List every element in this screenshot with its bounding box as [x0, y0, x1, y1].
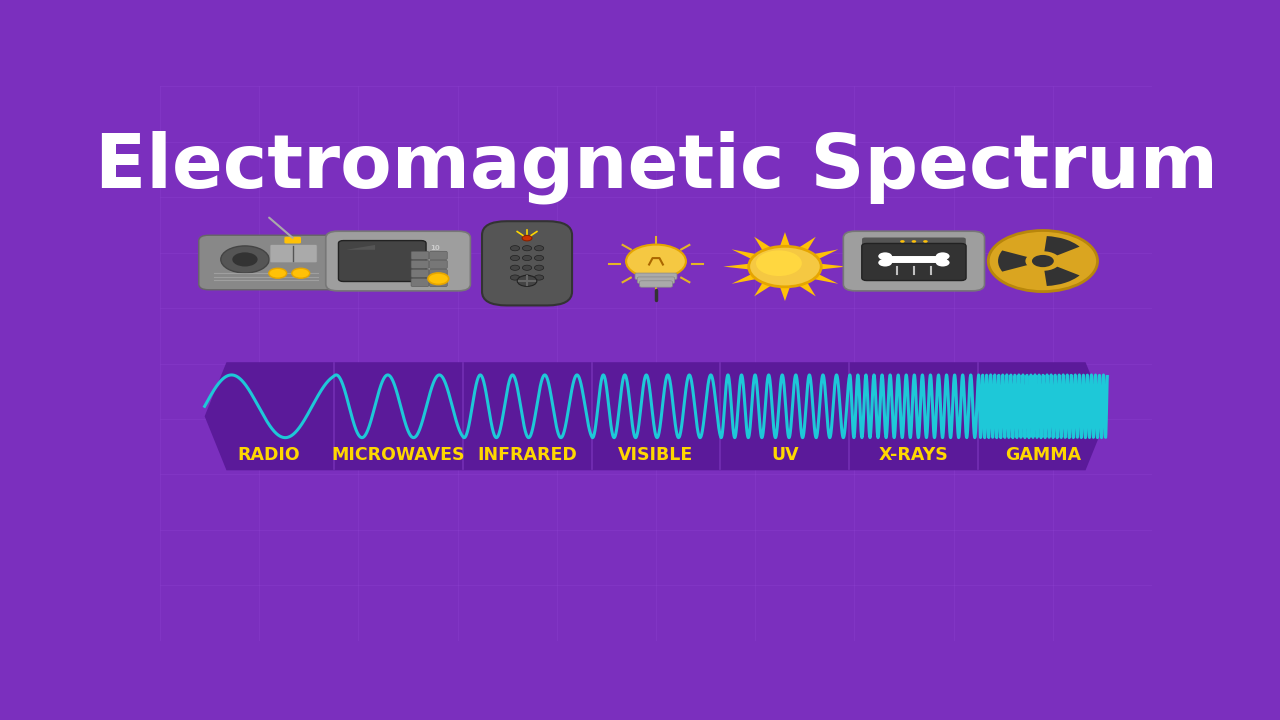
FancyBboxPatch shape — [411, 260, 429, 269]
FancyBboxPatch shape — [844, 231, 984, 291]
Text: VISIBLE: VISIBLE — [618, 446, 694, 464]
Circle shape — [522, 256, 531, 261]
Polygon shape — [799, 237, 815, 251]
Circle shape — [511, 256, 520, 261]
FancyBboxPatch shape — [270, 245, 317, 263]
FancyBboxPatch shape — [284, 237, 301, 243]
FancyBboxPatch shape — [411, 251, 429, 260]
Text: Electromagnetic Spectrum: Electromagnetic Spectrum — [95, 130, 1217, 204]
Circle shape — [1025, 251, 1060, 271]
Circle shape — [511, 275, 520, 280]
Circle shape — [535, 265, 544, 270]
FancyBboxPatch shape — [430, 269, 447, 278]
Circle shape — [522, 265, 531, 270]
Wedge shape — [1043, 261, 1079, 286]
Text: GAMMA: GAMMA — [1005, 446, 1080, 464]
Circle shape — [428, 273, 449, 284]
FancyBboxPatch shape — [198, 235, 339, 289]
Circle shape — [232, 252, 257, 266]
Text: RADIO: RADIO — [238, 446, 301, 464]
Text: 10: 10 — [430, 245, 440, 251]
Polygon shape — [780, 287, 790, 301]
Polygon shape — [205, 362, 1107, 470]
FancyBboxPatch shape — [635, 273, 677, 279]
FancyBboxPatch shape — [326, 231, 470, 291]
Text: INFRARED: INFRARED — [477, 446, 577, 464]
FancyBboxPatch shape — [640, 281, 672, 287]
Circle shape — [535, 256, 544, 261]
Circle shape — [269, 269, 287, 278]
Circle shape — [749, 246, 822, 287]
Polygon shape — [732, 274, 756, 284]
FancyBboxPatch shape — [430, 278, 447, 287]
FancyBboxPatch shape — [430, 251, 447, 260]
Circle shape — [535, 246, 544, 251]
FancyBboxPatch shape — [411, 269, 429, 278]
FancyBboxPatch shape — [411, 278, 429, 287]
Circle shape — [511, 246, 520, 251]
Circle shape — [878, 258, 892, 266]
Circle shape — [936, 258, 950, 266]
Wedge shape — [1043, 236, 1079, 261]
Circle shape — [878, 252, 892, 260]
Circle shape — [511, 265, 520, 270]
Circle shape — [522, 246, 531, 251]
Polygon shape — [780, 232, 790, 246]
Polygon shape — [723, 264, 749, 269]
Polygon shape — [732, 249, 756, 259]
Circle shape — [535, 275, 544, 280]
Circle shape — [900, 240, 905, 243]
Circle shape — [626, 245, 686, 278]
Circle shape — [220, 246, 269, 273]
Polygon shape — [754, 282, 772, 297]
Polygon shape — [347, 245, 375, 250]
Text: UV: UV — [771, 446, 799, 464]
FancyBboxPatch shape — [338, 240, 426, 282]
Circle shape — [517, 275, 536, 287]
Circle shape — [936, 252, 950, 260]
Circle shape — [923, 240, 928, 243]
FancyBboxPatch shape — [861, 238, 966, 246]
Wedge shape — [998, 251, 1043, 271]
FancyBboxPatch shape — [483, 221, 572, 305]
Circle shape — [522, 235, 532, 241]
Text: X-RAYS: X-RAYS — [879, 446, 948, 464]
FancyBboxPatch shape — [637, 277, 675, 284]
Circle shape — [1032, 255, 1053, 267]
Circle shape — [292, 269, 310, 278]
FancyBboxPatch shape — [430, 260, 447, 269]
Circle shape — [988, 230, 1097, 292]
Circle shape — [911, 240, 916, 243]
Circle shape — [522, 275, 531, 280]
Text: MICROWAVES: MICROWAVES — [332, 446, 465, 464]
Polygon shape — [799, 282, 815, 297]
Polygon shape — [814, 274, 838, 284]
Polygon shape — [814, 249, 838, 259]
FancyBboxPatch shape — [861, 243, 966, 281]
Polygon shape — [820, 264, 846, 269]
Polygon shape — [754, 237, 772, 251]
Circle shape — [756, 251, 801, 276]
